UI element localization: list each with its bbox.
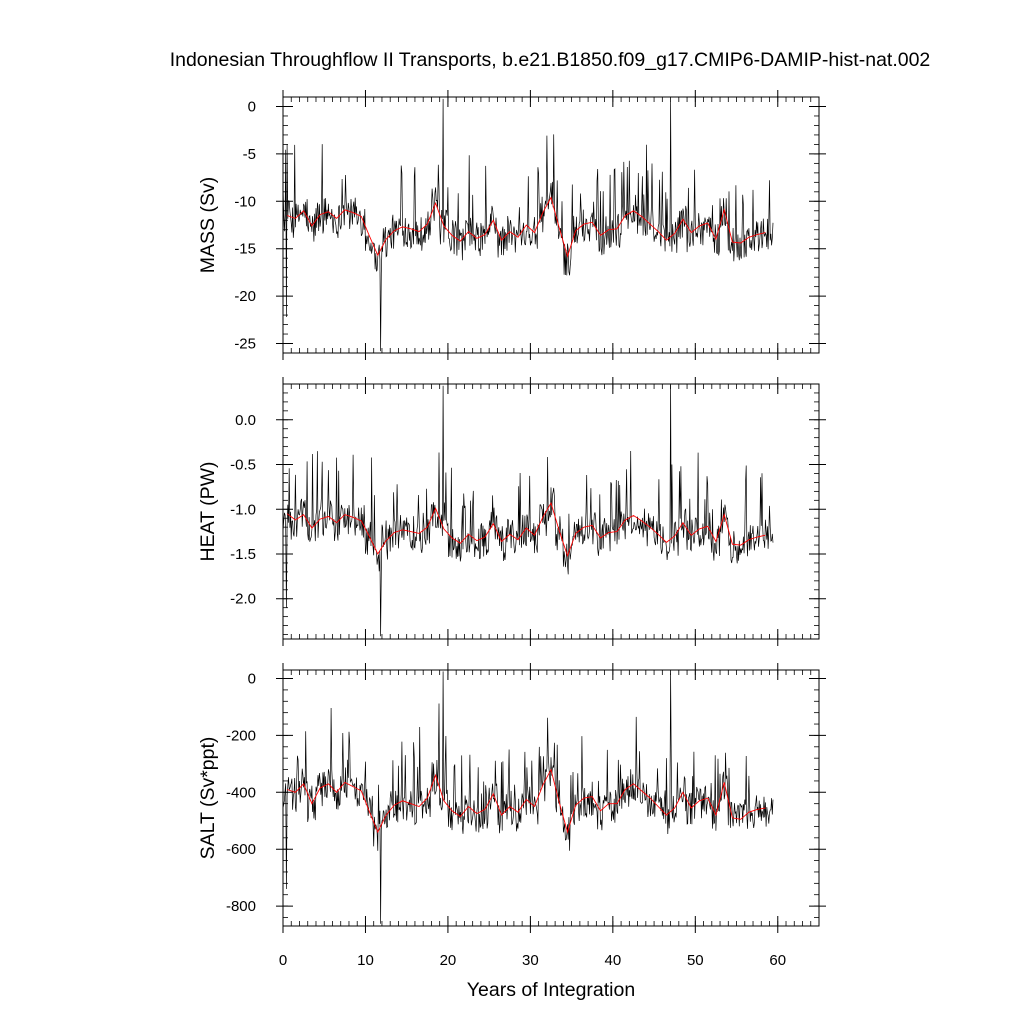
- mass-y-tick-label: -10: [234, 193, 256, 210]
- heat-y-tick-label: -1.0: [230, 501, 256, 518]
- x-tick-label: 40: [605, 952, 622, 969]
- x-tick-label: 30: [522, 952, 539, 969]
- salt-y-tick-label: -800: [226, 898, 256, 915]
- heat-y-tick-label: -0.5: [230, 457, 256, 474]
- x-axis-tick-labels: 0 10 20 30 40 50 60: [279, 952, 786, 969]
- salt-y-tick-label: -400: [226, 784, 256, 801]
- salt-y-tick-label: -200: [226, 727, 256, 744]
- x-tick-label: 0: [279, 952, 287, 969]
- mass-y-tick-label: -5: [243, 146, 256, 163]
- mass-y-tick-label: -15: [234, 241, 256, 258]
- mass-y-tick-label: -25: [234, 336, 256, 353]
- salt-y-tick-label: -600: [226, 841, 256, 858]
- mass-y-tick-label: 0: [248, 98, 256, 115]
- salt-panel: 0 -200 -400 -600 -800 SALT (Sv*ppt): [197, 663, 826, 933]
- heat-y-tick-label: -2.0: [230, 591, 256, 608]
- mass-y-axis-label: MASS (Sv): [197, 177, 219, 273]
- mass-panel: 0 -5 -10 -15 -20 -25 MASS (Sv): [197, 90, 826, 360]
- salt-monthly-line: [282, 671, 774, 924]
- salt-plot-frame: [282, 669, 820, 927]
- heat-annual-mean-line: [286, 501, 766, 558]
- mass-annual-mean-line: [286, 196, 766, 258]
- heat-panel: 0.0 -0.5 -1.0 -1.5 -2.0 HEAT (PW): [197, 377, 826, 646]
- x-tick-label: 10: [357, 952, 374, 969]
- salt-annual-mean-line: [286, 768, 766, 834]
- heat-y-tick-label: 0.0: [235, 412, 256, 429]
- mass-monthly-line: [282, 98, 774, 352]
- heat-monthly-line: [282, 385, 774, 637]
- heat-y-axis-label: HEAT (PW): [197, 461, 219, 561]
- mass-plot-frame: [282, 96, 820, 354]
- x-tick-label: 20: [440, 952, 457, 969]
- chart-title: Indonesian Throughflow II Transports, b.…: [170, 49, 931, 71]
- mass-y-tick-label: -20: [234, 288, 256, 305]
- x-axis-label: Years of Integration: [467, 979, 635, 1001]
- heat-y-tick-label: -1.5: [230, 546, 256, 563]
- x-tick-label: 60: [769, 952, 786, 969]
- x-tick-label: 50: [687, 952, 704, 969]
- salt-y-axis-label: SALT (Sv*ppt): [197, 737, 219, 860]
- heat-plot-frame: [282, 383, 820, 640]
- salt-y-tick-label: 0: [248, 671, 256, 688]
